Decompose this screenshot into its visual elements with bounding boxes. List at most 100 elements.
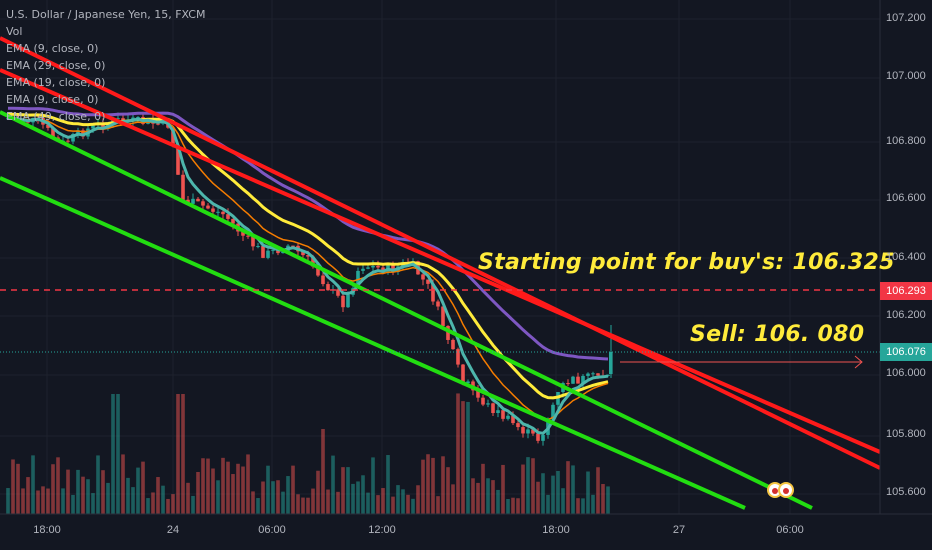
volume-bar (331, 455, 335, 514)
candle (366, 267, 370, 269)
candle (346, 294, 350, 308)
candle (66, 140, 70, 142)
volume-bar (236, 463, 240, 514)
eye-pupil (783, 488, 789, 494)
candle (201, 201, 205, 206)
y-tick-label: 105.600 (886, 486, 926, 498)
volume-bar (566, 461, 570, 514)
volume-bar (101, 470, 105, 514)
candle (231, 218, 235, 224)
candle (276, 249, 280, 254)
volume-bar (501, 464, 505, 514)
volume-bar (71, 494, 75, 514)
volume-bar (186, 482, 190, 514)
ema-29-line (7, 112, 609, 400)
volume-bar (596, 467, 600, 514)
price-tag-current: 106.076 (880, 343, 932, 361)
volume-bar (91, 493, 95, 514)
candle (476, 390, 480, 398)
sell-annotation: Sell: 106. 080 (690, 322, 865, 347)
volume-bar (471, 478, 475, 514)
volume-bar (406, 494, 410, 514)
volume-bar (536, 481, 540, 514)
volume-bar (226, 461, 230, 514)
volume-bar (366, 492, 370, 514)
candle (246, 235, 250, 237)
x-tick-label: 06:00 (776, 524, 804, 536)
volume-bar (341, 467, 345, 514)
candle (441, 306, 445, 326)
volume-bar (86, 479, 90, 514)
volume-bar (206, 458, 210, 514)
candle (266, 250, 270, 258)
candle (551, 404, 555, 420)
volume-bar (131, 487, 135, 514)
eye-pupil (772, 488, 778, 494)
volume-bar (166, 498, 170, 514)
y-tick-label: 106.800 (886, 135, 926, 147)
candle (536, 433, 540, 441)
price-axis-bg (880, 0, 932, 514)
volume-bar (121, 454, 125, 514)
volume-bar (446, 467, 450, 514)
volume-bar (336, 491, 340, 514)
volume-bar (201, 458, 205, 514)
volume-bar (106, 482, 110, 514)
candle (256, 246, 260, 248)
volume-bar (26, 477, 30, 514)
eyes-icon (767, 482, 794, 498)
volume-bar (426, 454, 430, 514)
legend-ema-3: EMA (19, close, 0) (6, 76, 106, 89)
volume-bar (51, 464, 55, 514)
volume-bar (396, 485, 400, 514)
volume-bar (516, 498, 520, 514)
legend-ema-2: EMA (29, close, 0) (6, 59, 106, 72)
volume-bar (241, 466, 245, 514)
grid (0, 0, 880, 514)
candle (376, 265, 380, 268)
legend-ema-5: EMA (49, close, 0) (6, 110, 106, 123)
volume-bar (111, 394, 115, 514)
candle (506, 415, 510, 419)
volume-bar (506, 498, 510, 514)
volume-bar (141, 461, 145, 514)
volume-bar (561, 488, 565, 514)
volume-bar (386, 455, 390, 514)
candle (76, 130, 80, 134)
volume-bar (231, 474, 235, 514)
buy-annotation: Starting point for buy's: 106.325 (478, 250, 895, 275)
volume-bar (431, 457, 435, 514)
candle (91, 124, 95, 129)
volume-bar (556, 470, 560, 514)
candle (216, 211, 220, 213)
candle (431, 283, 435, 302)
ema-9-line (7, 116, 609, 435)
candle (171, 127, 175, 145)
candle (361, 268, 365, 271)
candle (116, 118, 120, 120)
volume-bar (531, 458, 535, 514)
volume-bar (76, 469, 80, 514)
y-tick-label: 106.000 (886, 367, 926, 379)
volume-bar (511, 497, 515, 514)
volume-bar (496, 489, 500, 514)
volume-bar (521, 464, 525, 514)
candles (6, 111, 613, 446)
volume-bar (481, 463, 485, 514)
candle (371, 265, 375, 268)
volume-bar (371, 457, 375, 514)
candle (121, 118, 125, 122)
candle (596, 373, 600, 376)
volume-bar (571, 465, 575, 514)
volume-bar (576, 498, 580, 514)
candle (451, 339, 455, 350)
volume-bar (376, 495, 380, 514)
x-tick-label: 06:00 (258, 524, 286, 536)
volume-bar (156, 477, 160, 514)
volume-bar (346, 467, 350, 514)
candle (581, 375, 585, 384)
candle (531, 429, 535, 434)
candle (586, 373, 590, 376)
volume-bar (266, 465, 270, 514)
